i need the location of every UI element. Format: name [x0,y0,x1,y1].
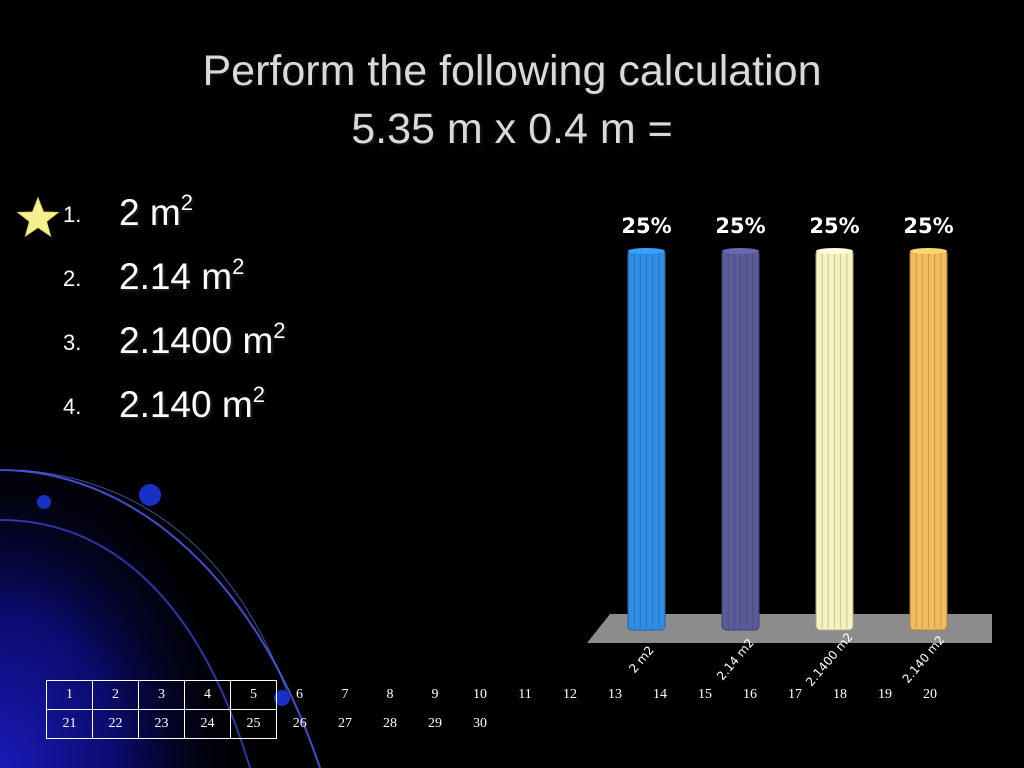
grid-row-2: 21 22 23 24 25 26 27 28 29 30 [46,709,953,739]
grid-cell: 24 [184,709,231,739]
grid-cell: 28 [383,716,397,731]
answer-text: 2.14 m2 [119,254,245,297]
grid-cell: 4 [184,680,231,710]
answer-option-4[interactable]: 4. 2.140 m2 [0,380,560,440]
category-label: 2 m2 [626,643,657,676]
answer-number: 2. [63,266,82,291]
answer-number: 4. [63,394,82,419]
title-line-1: Perform the following calculation [202,47,822,95]
star-icon [16,196,60,238]
grid-cell: 13 [608,687,622,702]
bar-cap [910,248,947,254]
grid-cell: 23 [138,709,185,739]
grid-cell: 17 [788,687,802,702]
grid-cell: 12 [563,687,577,702]
slide-title: Perform the following calculation 5.35 m… [0,42,1024,158]
grid-row-1: 1 2 3 4 5 6 7 8 9 10 11 12 13 14 15 16 1… [46,680,953,710]
grid-cell: 22 [92,709,139,739]
response-number-grid: 1 2 3 4 5 6 7 8 9 10 11 12 13 14 15 16 1… [46,680,953,739]
grid-cell: 2 [92,680,139,710]
answer-number: 1. [63,202,82,227]
bar-cap [628,248,665,254]
answer-option-1[interactable]: 1. 2 m2 [0,188,560,248]
grid-cell: 9 [431,687,439,702]
grid-cell: 11 [518,687,532,702]
data-label: 25% [903,214,953,238]
answer-text: 2.140 m2 [119,382,265,425]
answer-option-2[interactable]: 2. 2.14 m2 [0,252,560,312]
grid-cell: 20 [923,687,937,702]
grid-cell: 7 [341,687,349,702]
grid-cell: 30 [473,716,487,731]
grid-cell: 25 [230,709,277,739]
grid-cell: 16 [743,687,757,702]
grid-cell: 21 [46,709,93,739]
grid-cell: 26 [292,716,307,731]
grid-cell: 15 [698,687,712,702]
answer-text: 2.1400 m2 [119,318,286,361]
grid-cell: 19 [878,687,892,702]
answer-number: 3. [63,330,82,355]
bar-cap [722,248,759,254]
grid-cell: 29 [428,716,442,731]
data-label: 25% [621,214,671,238]
answer-option-3[interactable]: 3. 2.1400 m2 [0,316,560,376]
data-label: 25% [715,214,765,238]
grid-cell: 27 [338,716,352,731]
grid-cell: 6 [296,687,303,702]
grid-cell: 18 [833,687,847,702]
chart-floor [587,614,992,643]
grid-cell: 3 [138,680,185,710]
grid-cell: 5 [230,680,277,710]
title-line-2: 5.35 m x 0.4 m = [351,105,673,153]
grid-cell: 1 [46,680,93,710]
grid-cell: 8 [386,687,394,702]
data-label: 25% [809,214,859,238]
grid-cell: 14 [653,687,667,702]
answer-text: 2 m2 [119,190,193,233]
grid-cell: 10 [473,687,487,702]
bar-cap [816,248,853,254]
